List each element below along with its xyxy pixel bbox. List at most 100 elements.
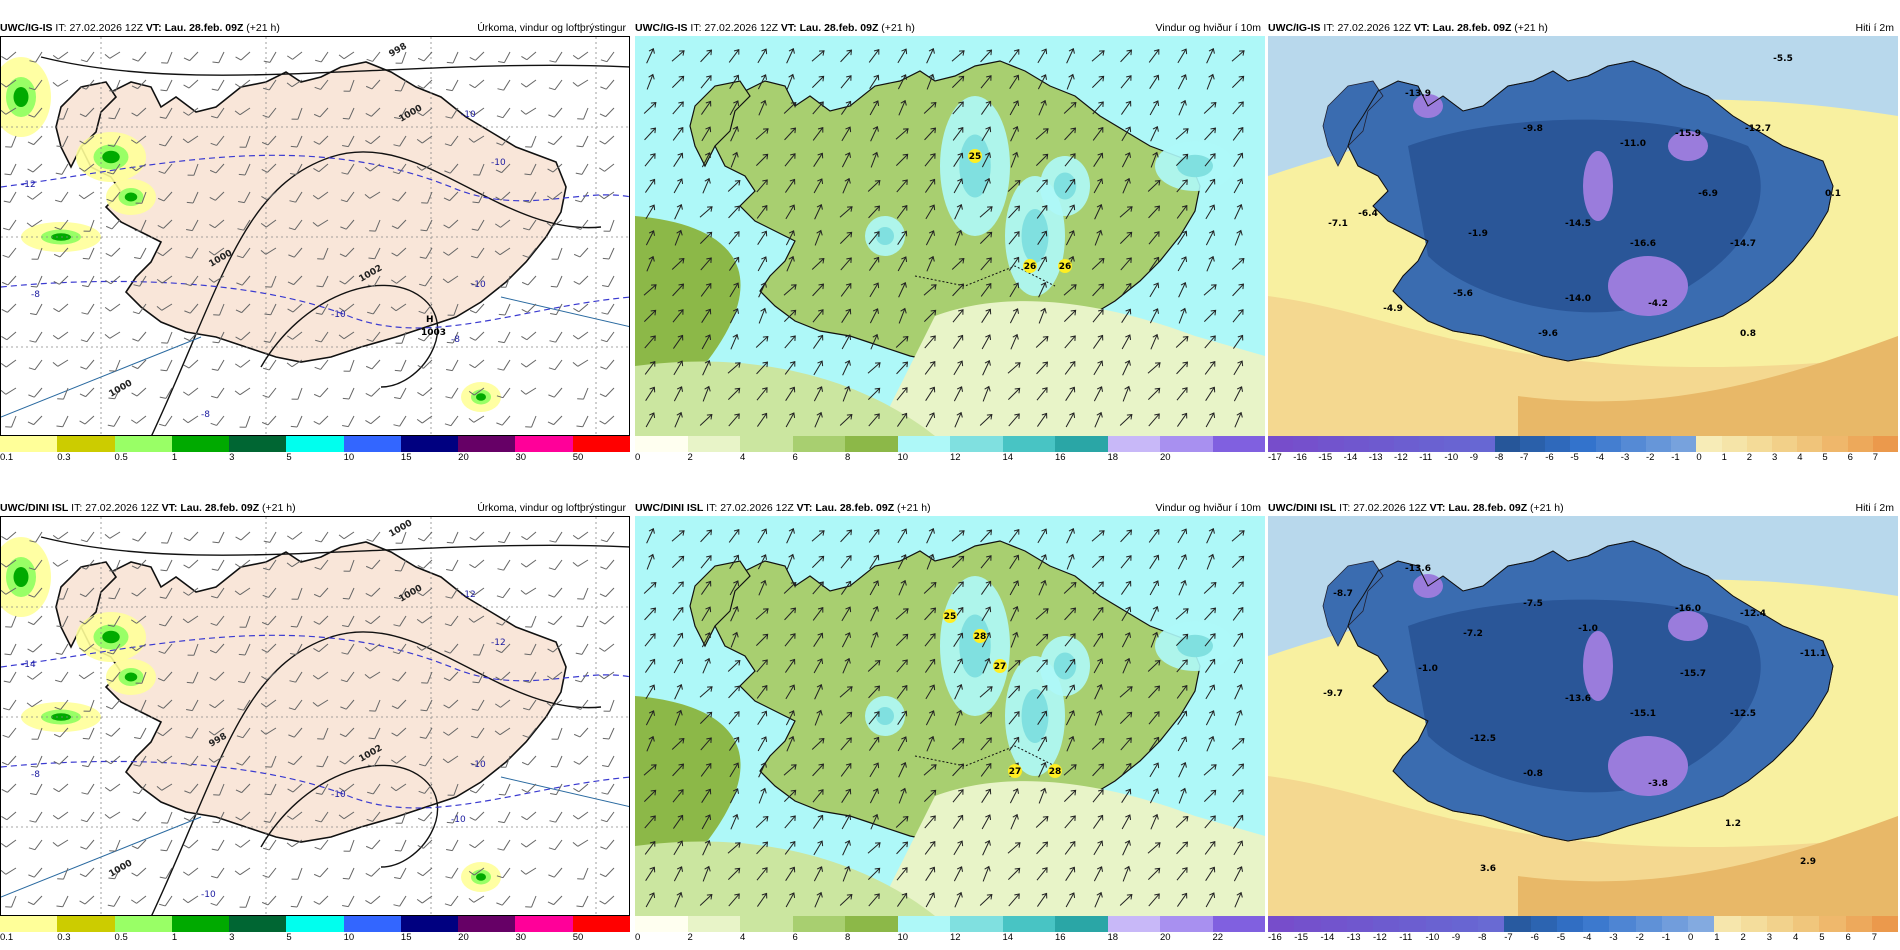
map-area: -14 -12 -10 -10 -10 -10 -8 -12 998 1000 1000 1002 10… [0, 516, 630, 916]
temperature-value: -11.1 [1800, 649, 1826, 659]
colorbar-tick-label: 14 [1002, 452, 1014, 463]
colorbar-swatch [1688, 916, 1715, 932]
colorbar-tick-label: 2 [1746, 452, 1753, 463]
colorbar-swatch [286, 436, 344, 452]
panel-header: UWC/IG-IS IT: 27.02.2026 12Z VT: Lau. 28… [0, 20, 630, 36]
panel-header: UWC/IG-IS IT: 27.02.2026 12Z VT: Lau. 28… [1268, 20, 1898, 36]
colorbar-swatch [1556, 916, 1583, 932]
init-time: 27.02.2026 12Z [704, 22, 778, 34]
colorbar-tick-label: 5 [286, 932, 292, 943]
colorbar-tick-label: 10 [897, 452, 909, 463]
temperature-value: -7.2 [1463, 629, 1483, 639]
gust-value: 28 [1049, 767, 1062, 777]
colorbar-swatch [792, 436, 845, 452]
colorbar-swatch [572, 436, 630, 452]
valid-time: Lau. 28.feb. 09Z [1448, 502, 1528, 514]
colorbar [1268, 436, 1899, 452]
init-time: 27.02.2026 12Z [1353, 502, 1427, 514]
colorbar-swatch [1368, 436, 1395, 452]
colorbar-swatch [1293, 436, 1319, 452]
colorbar-swatch [515, 916, 573, 932]
lead-time: (+21 h) [881, 22, 915, 34]
colorbar-tick-label: 6 [1847, 452, 1853, 463]
colorbar-swatch [1268, 916, 1295, 932]
model-name: UWC/IG-IS [0, 22, 53, 34]
isotherm-label: -10 [471, 760, 486, 770]
colorbar-swatch [229, 436, 287, 452]
colorbar-tick-label: 5 [1819, 932, 1825, 943]
colorbar-tick-label: -11 [1399, 932, 1413, 943]
isotherm-label: -10 [331, 310, 346, 320]
temperature-value: -8.7 [1333, 589, 1353, 599]
colorbar-tick-label: 4 [740, 932, 746, 943]
colorbar-swatch [1494, 436, 1521, 452]
colorbar-tick-label: 6 [792, 452, 798, 463]
temperature-value: -12.7 [1745, 124, 1771, 134]
map-area: 25 28 27 27 28 [635, 516, 1265, 916]
colorbar-tick-label: 20 [1160, 452, 1171, 463]
colorbar-tick-label: 20 [1160, 932, 1171, 943]
colorbar-swatch [1212, 916, 1265, 932]
colorbar-tick-label: 0 [1696, 452, 1702, 463]
colorbar-tick-label: 20 [458, 452, 469, 463]
colorbar-swatch [1520, 436, 1546, 452]
colorbar-swatch [1373, 916, 1400, 932]
colorbar-swatch [635, 916, 688, 932]
map-panel-6: UWC/DINI ISL IT: 27.02.2026 12Z VT: Lau.… [1268, 500, 1898, 946]
colorbar-swatch [1671, 436, 1697, 452]
model-name: UWC/DINI ISL [635, 502, 704, 514]
colorbar-swatch [1871, 916, 1898, 932]
temperature-value: 2.9 [1800, 857, 1816, 867]
colorbar-swatch [1819, 916, 1846, 932]
colorbar-swatch [1055, 916, 1108, 932]
colorbar-tick-label: 14 [1002, 932, 1014, 943]
it-label: IT: [1339, 502, 1351, 514]
lead-time: (+21 h) [897, 502, 931, 514]
colorbar-tick-label: -10 [1444, 452, 1459, 463]
colorbar-swatch [740, 916, 793, 932]
temperature-value: -12.4 [1740, 609, 1766, 619]
lead-time: (+21 h) [262, 502, 296, 514]
colorbar-swatch [687, 916, 740, 932]
colorbar-tick-label: 16 [1055, 932, 1066, 943]
colorbar-labels: 0 2 4 6 8 10 12 14 16 18 20 22 [635, 932, 1265, 945]
temperature-value: 0.8 [1740, 329, 1756, 339]
colorbar-swatch [1822, 436, 1848, 452]
colorbar-tick-label: -12 [1394, 452, 1408, 463]
colorbar-swatch [57, 916, 115, 932]
panel-header: UWC/DINI ISL IT: 27.02.2026 12Z VT: Lau.… [0, 500, 630, 516]
colorbar-swatch [1635, 916, 1662, 932]
colorbar-swatch [1545, 436, 1571, 452]
panel-header: UWC/IG-IS IT: 27.02.2026 12Z VT: Lau. 28… [635, 20, 1265, 36]
colorbar-tick-label: 0 [1688, 932, 1694, 943]
colorbar [0, 916, 630, 932]
colorbar-swatch [1872, 436, 1899, 452]
colorbar-swatch [114, 436, 172, 452]
colorbar-tick-label: -2 [1635, 932, 1644, 943]
colorbar-tick-label: 4 [740, 452, 746, 463]
isotherm-label: -10 [201, 890, 216, 900]
colorbar-tick-label: -14 [1343, 452, 1358, 463]
colorbar-tick-label: 10 [343, 932, 355, 943]
colorbar-swatch [343, 436, 401, 452]
model-name: UWC/IG-IS [635, 22, 688, 34]
colorbar-tick-label: 0.1 [0, 932, 14, 943]
colorbar-tick-label: 4 [1797, 452, 1803, 463]
colorbar-tick-label: 18 [1107, 932, 1119, 943]
colorbar-tick-label: 2 [687, 932, 693, 943]
map-area: -13.9 -5.5 -9.8 -11.0 -15.9 -12.7 -6.4 -7.1 -1.9… [1268, 36, 1898, 436]
colorbar-tick-label: 1 [171, 932, 178, 943]
colorbar-swatch [114, 916, 172, 932]
colorbar-swatch [458, 436, 516, 452]
colorbar-swatch [1740, 916, 1767, 932]
colorbar-swatch [1793, 916, 1820, 932]
temperature-value: 3.6 [1480, 864, 1496, 874]
colorbar-swatch [1570, 436, 1596, 452]
vt-label: VT: [1413, 22, 1430, 34]
colorbar-swatch [1845, 916, 1872, 932]
colorbar-swatch [57, 436, 115, 452]
colorbar-swatch [1268, 436, 1294, 452]
colorbar-tick-label: 0.5 [114, 932, 128, 943]
colorbar-tick-label: 7 [1871, 932, 1878, 943]
vt-label: VT: [780, 22, 797, 34]
